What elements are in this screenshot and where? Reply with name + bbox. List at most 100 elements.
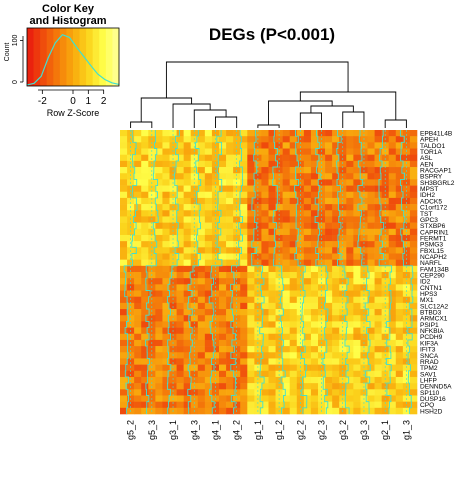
heatmap-cell <box>310 216 319 223</box>
heatmap-cell <box>325 222 333 230</box>
heatmap-cell <box>141 296 149 304</box>
heatmap-cell <box>318 228 326 236</box>
heatmap-cell <box>162 364 170 372</box>
heatmap-cell <box>204 333 213 341</box>
heatmap-cell <box>409 309 418 316</box>
heatmap-cell <box>197 376 206 384</box>
heatmap-cell <box>155 302 163 310</box>
heatmap-cell <box>353 197 361 205</box>
heatmap-cell <box>374 216 382 223</box>
heatmap-cell <box>318 142 326 149</box>
heatmap-cell <box>141 210 149 217</box>
heatmap-cell <box>247 364 255 372</box>
row-label: CEP290 <box>420 272 445 279</box>
heatmap-cell <box>240 228 248 236</box>
heatmap-cell <box>374 265 382 273</box>
heatmap-cell <box>219 278 227 285</box>
heatmap-cell <box>303 228 312 236</box>
heatmap-cell <box>183 364 192 372</box>
heatmap-cell <box>310 222 319 230</box>
heatmap-cell <box>219 352 227 359</box>
heatmap-cell <box>282 401 291 409</box>
heatmap-cell <box>346 309 354 316</box>
heatmap-cell <box>268 339 276 347</box>
heatmap-cell <box>261 272 269 279</box>
heatmap-cell <box>367 302 375 310</box>
heatmap-cell <box>197 309 206 316</box>
heatmap-cell <box>395 210 404 217</box>
heatmap-cell <box>155 142 163 149</box>
heatmap-cell <box>162 210 170 217</box>
heatmap-cell <box>204 315 213 322</box>
heatmap-cell <box>353 259 361 267</box>
heatmap-cell <box>409 407 418 415</box>
heatmap-cell <box>268 327 276 335</box>
heatmap-cell <box>402 130 411 137</box>
heatmap-cell <box>374 160 382 168</box>
trace-line <box>123 130 138 414</box>
color-key-band <box>66 28 74 86</box>
heatmap-cell <box>183 302 192 310</box>
heatmap-cell <box>169 130 177 137</box>
heatmap-cell <box>240 309 248 316</box>
row-label: RRAD <box>420 359 439 366</box>
row-labels: EPB41L4BAPEHTALDO1TOR1AASLAENRACGAP1BSPR… <box>420 130 455 415</box>
heatmap-cell <box>332 395 340 402</box>
heatmap-cell <box>409 167 418 174</box>
heatmap-cell <box>176 247 184 254</box>
heatmap-cell <box>240 136 248 143</box>
heatmap-cell <box>409 136 418 143</box>
heatmap-cell <box>155 173 163 180</box>
heatmap-cell <box>395 309 404 316</box>
heatmap-cell <box>162 253 170 260</box>
heatmap-cell <box>275 278 283 285</box>
heatmap-cell <box>346 179 354 186</box>
heatmap-cell <box>374 191 382 199</box>
heatmap-cell <box>409 327 418 335</box>
column-label: g3_1 <box>168 420 178 440</box>
heatmap-cell <box>310 383 319 390</box>
heatmap-cell <box>134 154 142 162</box>
heatmap-cell <box>402 333 411 341</box>
heatmap-cell <box>261 321 269 328</box>
heatmap-cell <box>367 204 375 211</box>
heatmap-cell <box>240 407 248 415</box>
heatmap-cell <box>141 228 149 236</box>
heatmap-cell <box>282 395 291 402</box>
heatmap-cell <box>367 358 375 365</box>
heatmap-cell <box>141 401 149 409</box>
heatmap-cell <box>261 346 269 353</box>
heatmap-cell <box>226 315 234 322</box>
heatmap-cell <box>183 216 192 223</box>
heatmap-cell <box>388 142 397 149</box>
heatmap-cell <box>275 173 283 180</box>
heatmap-cell <box>211 154 220 162</box>
heatmap-cell <box>197 346 206 353</box>
heatmap-cell <box>233 401 241 409</box>
heatmap-cell <box>254 160 262 168</box>
heatmap-cell <box>197 296 206 304</box>
heatmap-cell <box>268 253 276 260</box>
heatmap-cell <box>204 346 213 353</box>
heatmap-cell <box>155 383 163 390</box>
heatmap-cell <box>176 370 184 378</box>
heatmap-cell <box>268 346 276 353</box>
heatmap-cell <box>332 290 340 297</box>
heatmap-cell <box>261 383 269 390</box>
heatmap-cell <box>402 321 411 328</box>
heatmap-cell <box>197 290 206 297</box>
heatmap-cell <box>360 160 368 168</box>
heatmap-cell <box>211 389 220 396</box>
heatmap-cell <box>367 401 375 409</box>
heatmap-cell <box>190 222 199 230</box>
row-label: TST <box>420 211 432 218</box>
heatmap-cell <box>226 197 234 205</box>
heatmap-cell <box>226 389 234 396</box>
heatmap-cell <box>247 407 255 415</box>
heatmap-cell <box>155 309 163 316</box>
heatmap-cell <box>381 253 390 260</box>
heatmap-cell <box>367 142 375 149</box>
heatmap-cell <box>395 191 404 199</box>
heatmap-cell <box>169 401 177 409</box>
